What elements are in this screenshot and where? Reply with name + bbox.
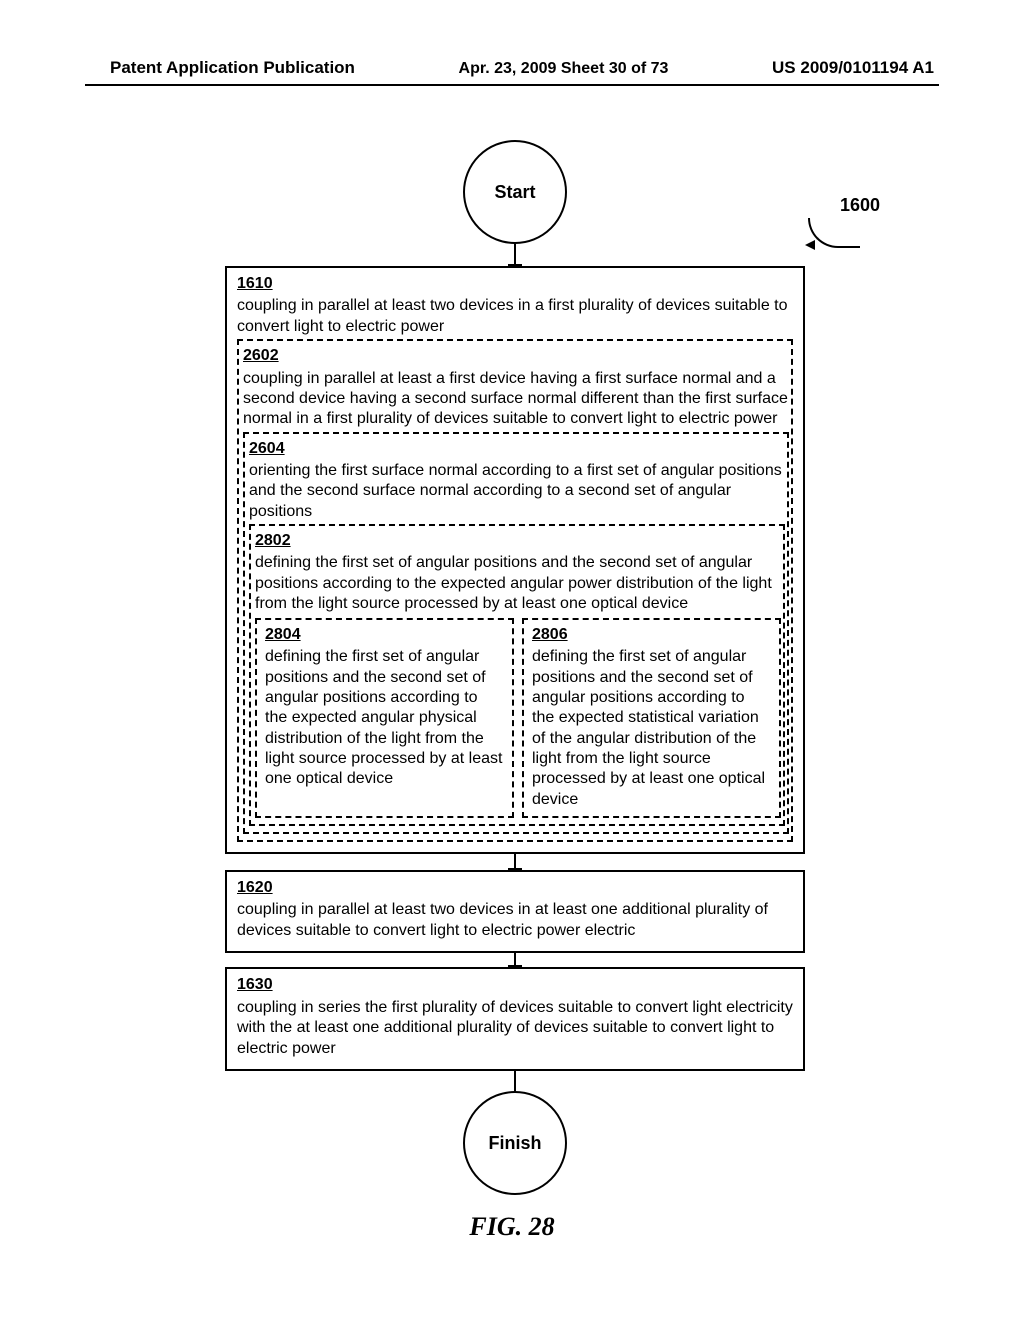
step-number: 2804 <box>265 625 504 645</box>
connector <box>514 854 516 868</box>
step-number: 2806 <box>532 625 771 645</box>
reference-arrow-curve <box>808 218 860 248</box>
step-number: 2802 <box>255 531 781 551</box>
header-right: US 2009/0101194 A1 <box>772 58 934 78</box>
header-center: Apr. 23, 2009 Sheet 30 of 73 <box>459 60 669 78</box>
step-2804: 2804 defining the first set of angular p… <box>255 618 514 818</box>
step-2602: 2602 coupling in parallel at least a fir… <box>237 339 793 842</box>
step-2802: 2802 defining the first set of angular p… <box>249 524 785 826</box>
step-text: defining the first set of angular positi… <box>255 553 781 614</box>
step-number: 1620 <box>237 878 793 898</box>
connector <box>514 953 516 965</box>
step-1610: 1610 coupling in parallel at least two d… <box>225 266 805 854</box>
figure-caption: FIG. 28 <box>0 1212 1024 1242</box>
step-text: orienting the first surface normal accor… <box>249 461 785 522</box>
start-node: Start <box>463 140 567 244</box>
connector <box>514 1071 516 1091</box>
finish-label: Finish <box>489 1133 542 1154</box>
flowchart: 1600 Start 1610 coupling in parallel at … <box>225 140 805 1195</box>
step-2806: 2806 defining the first set of angular p… <box>522 618 781 818</box>
step-2804-2806-row: 2804 defining the first set of angular p… <box>255 616 781 818</box>
finish-node: Finish <box>463 1091 567 1195</box>
step-text: coupling in parallel at least a first de… <box>243 369 789 430</box>
step-1630: 1630 coupling in series the first plural… <box>225 967 805 1071</box>
step-number: 1630 <box>237 975 793 995</box>
start-label: Start <box>494 182 535 203</box>
page-root: Patent Application Publication Apr. 23, … <box>0 0 1024 1320</box>
connector <box>514 244 516 264</box>
reference-number-1600: 1600 <box>840 195 880 216</box>
step-text: coupling in series the first plurality o… <box>237 998 793 1059</box>
step-number: 1610 <box>237 274 793 294</box>
header-rule <box>85 84 939 86</box>
step-text: coupling in parallel at least two device… <box>237 296 793 337</box>
reference-arrowhead <box>805 240 815 250</box>
step-number: 2602 <box>243 346 789 366</box>
header-left: Patent Application Publication <box>110 58 355 78</box>
step-text: coupling in parallel at least two device… <box>237 900 793 941</box>
step-text: defining the first set of angular positi… <box>532 647 771 810</box>
step-number: 2604 <box>249 439 785 459</box>
step-text: defining the first set of angular positi… <box>265 647 504 789</box>
step-1620: 1620 coupling in parallel at least two d… <box>225 870 805 953</box>
step-2604: 2604 orienting the first surface normal … <box>243 432 789 834</box>
